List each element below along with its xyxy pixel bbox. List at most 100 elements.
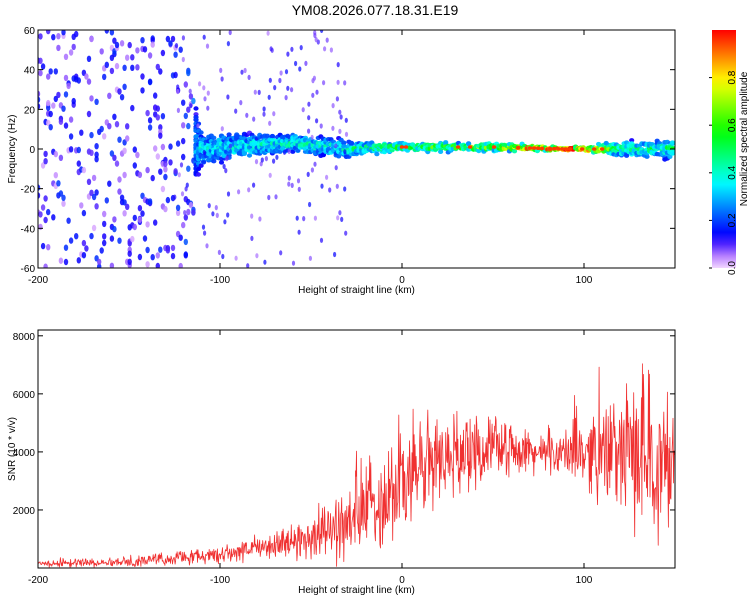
spectrogram-cell	[335, 183, 339, 189]
spectrogram-cell	[114, 160, 120, 167]
spectrogram-cell	[250, 235, 254, 241]
spectrogram-cell	[304, 60, 308, 66]
spectrogram-cell	[109, 262, 115, 268]
spectrogram-peak	[580, 147, 585, 151]
spectrogram-cell	[68, 133, 74, 140]
spectrogram-cell	[329, 47, 333, 53]
spectrogram-cell	[180, 191, 185, 197]
spectrogram-cell	[63, 244, 69, 251]
spectrogram-cell	[258, 216, 262, 222]
spectrogram-cell	[63, 53, 69, 60]
spectrogram-cell	[40, 63, 46, 70]
spectrogram-cell	[132, 223, 137, 231]
spectrogram-cell	[178, 262, 183, 268]
spectrogram-cell	[325, 174, 329, 180]
spectrogram-cell	[344, 131, 349, 137]
spectrogram-peak	[531, 146, 537, 150]
spectrogram-cell	[147, 124, 153, 131]
spectrogram-cell	[61, 200, 66, 207]
spectrogram-peak	[592, 147, 597, 151]
spectrogram-cell	[135, 47, 140, 54]
spectrogram-cell	[211, 159, 217, 164]
spectrogram-cell	[291, 260, 296, 266]
spectrogram-cell	[301, 107, 305, 113]
colorbar-label: Normalized spectral amplitude	[739, 71, 750, 206]
spectrogram-cell	[334, 143, 338, 149]
spectrogram-cell	[279, 250, 283, 256]
spectrogram-cell	[243, 67, 247, 74]
spectrogram-peak	[403, 145, 409, 149]
spectrogram-cell	[86, 78, 92, 85]
spectrogram-cell	[117, 88, 122, 95]
spectrogram-cell	[214, 205, 218, 211]
spectrogram-peak	[560, 147, 565, 151]
spectrogram-cell	[102, 220, 107, 228]
spectrogram-cell	[186, 165, 191, 172]
colorbar	[712, 30, 736, 268]
spectrogram-cell	[669, 151, 675, 156]
spectrogram-cell	[117, 136, 122, 143]
spectrogram-cell	[202, 149, 206, 155]
spectrogram-cell	[158, 168, 163, 175]
snr-x-tick-label: -200	[28, 575, 48, 586]
spectrogram-cell	[109, 67, 115, 75]
spectrogram-cell	[328, 187, 332, 193]
spectrogram-cell	[135, 151, 140, 159]
spectrogram-cell	[336, 62, 340, 68]
spectrogram-cell	[181, 137, 186, 145]
spectrogram-cell	[86, 178, 92, 185]
spectrogram-cell	[142, 46, 148, 53]
spectrogram-cell	[86, 55, 92, 62]
spectrogram-cell	[140, 37, 145, 44]
colorbar-tick-label: 0.8	[727, 70, 738, 84]
spectrogram-cell	[322, 80, 326, 86]
spectrogram-cell	[114, 121, 120, 128]
spectrogram-cell	[58, 118, 64, 125]
spectrogram-cell	[58, 154, 64, 161]
spectrogram-cell	[150, 37, 155, 44]
spectrogram-cell	[38, 184, 41, 191]
spectrogram-cell	[268, 120, 272, 126]
spectrogram-cell	[186, 69, 191, 77]
spectrogram-cell	[195, 166, 202, 172]
spectrogram-cell	[130, 235, 135, 243]
spectrogram-cell	[150, 174, 155, 182]
spectrogram-cell	[53, 95, 58, 103]
spectrogram-peak	[568, 147, 573, 151]
spectrogram-cell	[198, 163, 204, 168]
spectrogram-cell	[147, 52, 153, 59]
spectrogram-cell	[104, 30, 109, 34]
spectrogram-cell	[89, 149, 94, 156]
spectrogram-cell	[53, 68, 58, 75]
spectrogram-cell	[297, 229, 301, 235]
spectrogram-cell	[193, 106, 199, 111]
spectrogram-cell	[245, 112, 249, 118]
spectrogram-cell	[336, 215, 340, 221]
spectrogram-peak	[515, 145, 521, 150]
spectrogram-cell	[79, 129, 84, 136]
spectrogram-cell	[181, 35, 185, 41]
spectrogram-cell	[38, 33, 43, 40]
spectrogram-cell	[76, 77, 82, 84]
spectrogram-cell	[323, 46, 327, 52]
spectrogram-cell	[624, 153, 630, 158]
spectrogram-cell	[160, 143, 166, 151]
spectrogram-cell	[68, 116, 74, 123]
snr-series-line	[37, 363, 675, 568]
spectrogram-cell	[76, 160, 82, 167]
spectrogram-cell	[205, 243, 209, 249]
spectrogram-y-tick-label: 60	[24, 26, 36, 37]
spectrogram-cell	[203, 96, 207, 102]
spectrogram-y-tick-label: -40	[21, 224, 36, 235]
spectrogram-cell	[63, 91, 69, 98]
spectrogram-cell	[263, 259, 267, 265]
snr-y-tick-label: 8000	[13, 332, 36, 343]
spectrogram-cell	[38, 211, 43, 218]
spectrogram-cell	[185, 182, 189, 188]
spectrogram-cell	[278, 77, 282, 84]
spectrogram-cell	[46, 99, 51, 107]
spectrogram-y-tick-label: -60	[21, 264, 36, 275]
spectrogram-cell	[269, 46, 273, 52]
spectrogram-cell	[299, 45, 303, 51]
